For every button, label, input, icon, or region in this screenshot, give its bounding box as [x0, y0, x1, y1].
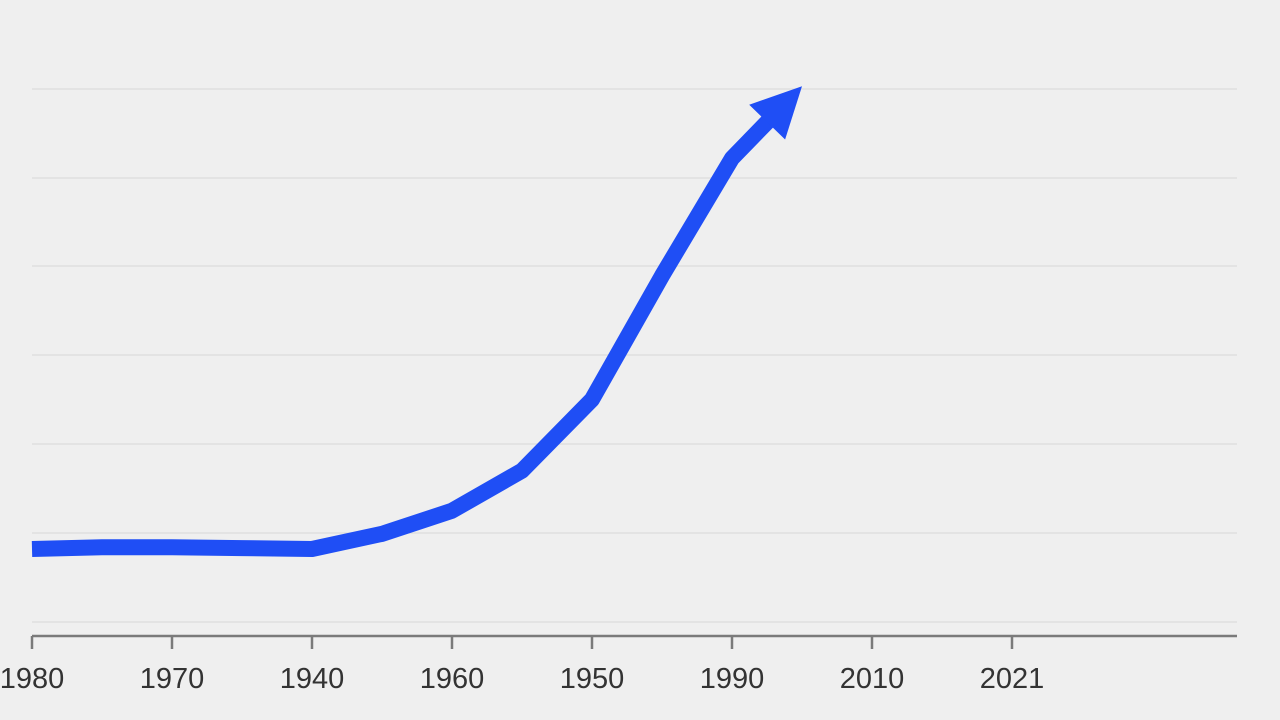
x-tick-label-8: 2021	[980, 663, 1045, 695]
x-tick-label-3: 1940	[280, 663, 345, 695]
x-tick-label-1: 1980	[0, 663, 64, 695]
x-tick-label-7: 2010	[840, 663, 905, 695]
gridlines	[32, 88, 1237, 623]
arrow-head-icon	[749, 86, 802, 140]
series-line-1	[31, 113, 776, 557]
x-tick-label-5: 1950	[560, 663, 625, 695]
x-tick-label-6: 1990	[700, 663, 765, 695]
series-group	[31, 86, 803, 557]
x-tick-label-4: 1960	[420, 663, 485, 695]
x-axis: 1980 1970 1940 1960 1950 1990 2010 2021	[0, 634, 1237, 695]
x-tick-label-2: 1970	[140, 663, 205, 695]
